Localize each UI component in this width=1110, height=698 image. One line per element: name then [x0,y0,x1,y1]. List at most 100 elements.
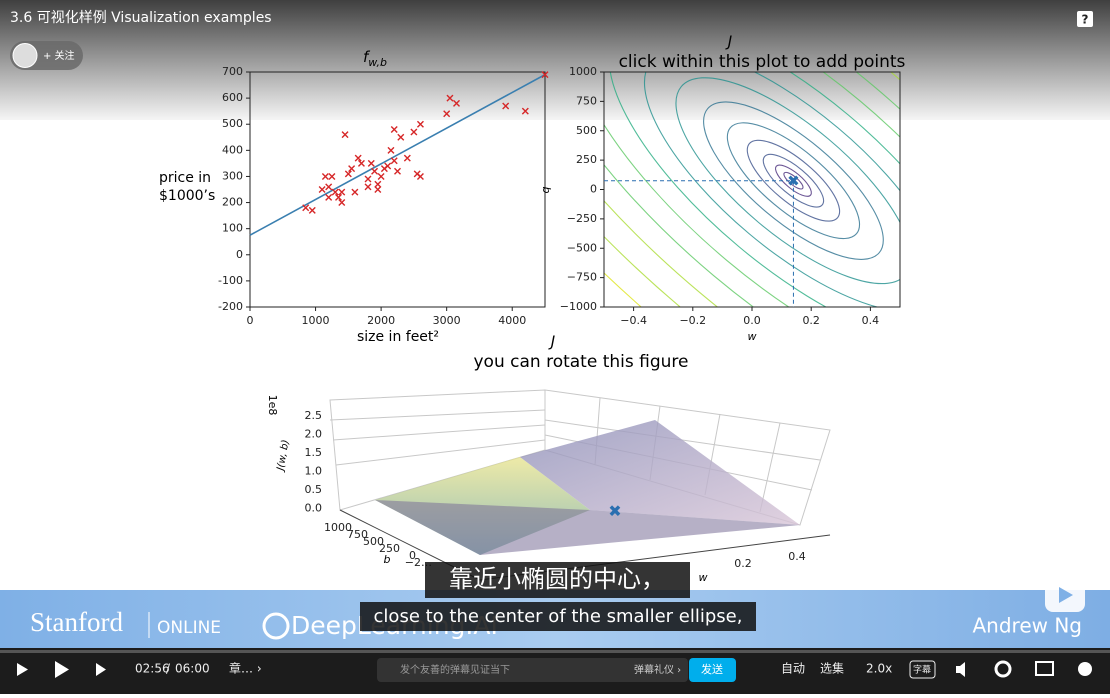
data-point [308,206,316,214]
x-axis-label: w [748,330,757,343]
data-point [397,133,405,141]
y-tick-label: 0 [236,248,243,261]
video-title: 3.6 可视化样例 Visualization examples [10,10,272,26]
help-mark[interactable]: ? [1082,13,1089,27]
episodes-button[interactable]: 选集 [820,661,844,676]
send-label[interactable]: 发送 [701,662,723,676]
surface [520,420,800,525]
y-tick-label: 250 [379,542,400,555]
data-point [521,107,529,115]
data-point [364,183,372,191]
contour-line [783,171,804,190]
caption-button[interactable]: 字幕 [913,664,931,676]
x-tick-label: 0.4 [862,314,880,327]
y-tick-label: −250 [567,212,597,225]
next-button[interactable] [96,663,106,676]
y-tick-label: 0 [590,183,597,196]
contour-line [604,72,900,307]
grid-line [759,422,781,513]
y-tick-label: 300 [222,169,243,182]
float-play[interactable] [1059,587,1073,603]
y-tick-label: 500 [222,117,243,130]
danmaku-placeholder[interactable]: 发个友善的弹幕见证当下 [400,663,510,676]
follow-button[interactable]: + 关注 [43,49,75,62]
contour-line [604,72,900,307]
title-main: f [363,48,371,66]
x-tick-label: 0.4 [788,550,806,563]
y-tick-label: 400 [222,143,243,156]
y-axis-label: price in [159,170,211,186]
contour-line [726,122,861,240]
y-tick-label: 250 [576,153,597,166]
x-tick-label: −0.4 [620,314,647,327]
data-point [325,193,333,201]
y-tick-label: 500 [576,124,597,137]
x-tick-label: 0.2 [734,557,752,570]
fullscreen-button[interactable] [1078,662,1092,676]
data-point [338,199,346,207]
y-tick-label: 100 [222,222,243,235]
progress-track[interactable] [0,650,1110,653]
y-axis-label: $1000’s [159,188,215,204]
data-point [318,186,326,193]
data-point [357,159,365,167]
x-tick-label: 0.0 [743,314,761,327]
data-point [335,193,342,201]
data-point [384,162,392,170]
time-total: 06:00 [175,662,210,676]
plot3d-subtitle: you can rotate this figure [474,352,689,372]
chart-title: J [725,33,732,51]
prev-button[interactable] [17,663,28,676]
contour-line [746,139,841,222]
y-tick-label: −1000 [560,300,597,313]
contour-line [762,153,825,208]
y-tick-label: −750 [567,271,597,284]
surface [375,500,800,555]
marker: ✖ [608,502,621,521]
avatar[interactable] [12,43,38,68]
y-tick-label: 0 [409,549,416,562]
x-tick-label: 0.2 [802,314,820,327]
y-tick-label: 1000 [324,521,352,534]
data-point [325,183,333,191]
caption-box[interactable] [909,660,936,679]
plot-frame [249,71,546,308]
send-button[interactable] [689,658,736,682]
z-tick-label: 2.5 [305,409,323,422]
x-tick-label: 0 [247,314,254,327]
chapter-button[interactable]: 章… › [229,661,262,676]
cost-point: ✖ [787,172,800,190]
chart-title: fw,b [363,48,387,69]
y-tick-label: -200 [218,300,243,313]
x-tick-label: 2000 [367,314,395,327]
contour-line [703,101,884,260]
data-point [446,94,454,102]
grid-line [335,439,546,466]
z-scale: 1e8 [266,395,279,416]
danmaku-input[interactable] [377,658,688,682]
data-point [328,172,336,180]
data-point [502,102,510,110]
banner-school: Stanford [30,607,123,637]
quality-button[interactable]: 自动 [781,662,805,676]
data-point [453,99,460,107]
etiquette-link[interactable]: 弹幕礼仪 › [634,663,681,676]
play-button[interactable] [55,661,69,678]
settings-button[interactable] [994,660,1012,678]
data-point [541,71,549,79]
data-point [390,125,398,133]
data-point [374,180,382,188]
contour-line [675,77,900,285]
speed-button[interactable]: 2.0x [866,662,892,676]
data-point [390,157,398,165]
y-axis-label: b [540,187,553,194]
data-point [416,120,424,128]
volume-button[interactable] [956,662,965,677]
data-point [377,172,385,180]
plot3d-title: J [548,333,555,351]
help-icon[interactable] [1077,11,1093,27]
x-axis-label: size in feet² [357,329,439,345]
data-point [443,110,451,118]
pip-button[interactable] [1035,661,1054,676]
